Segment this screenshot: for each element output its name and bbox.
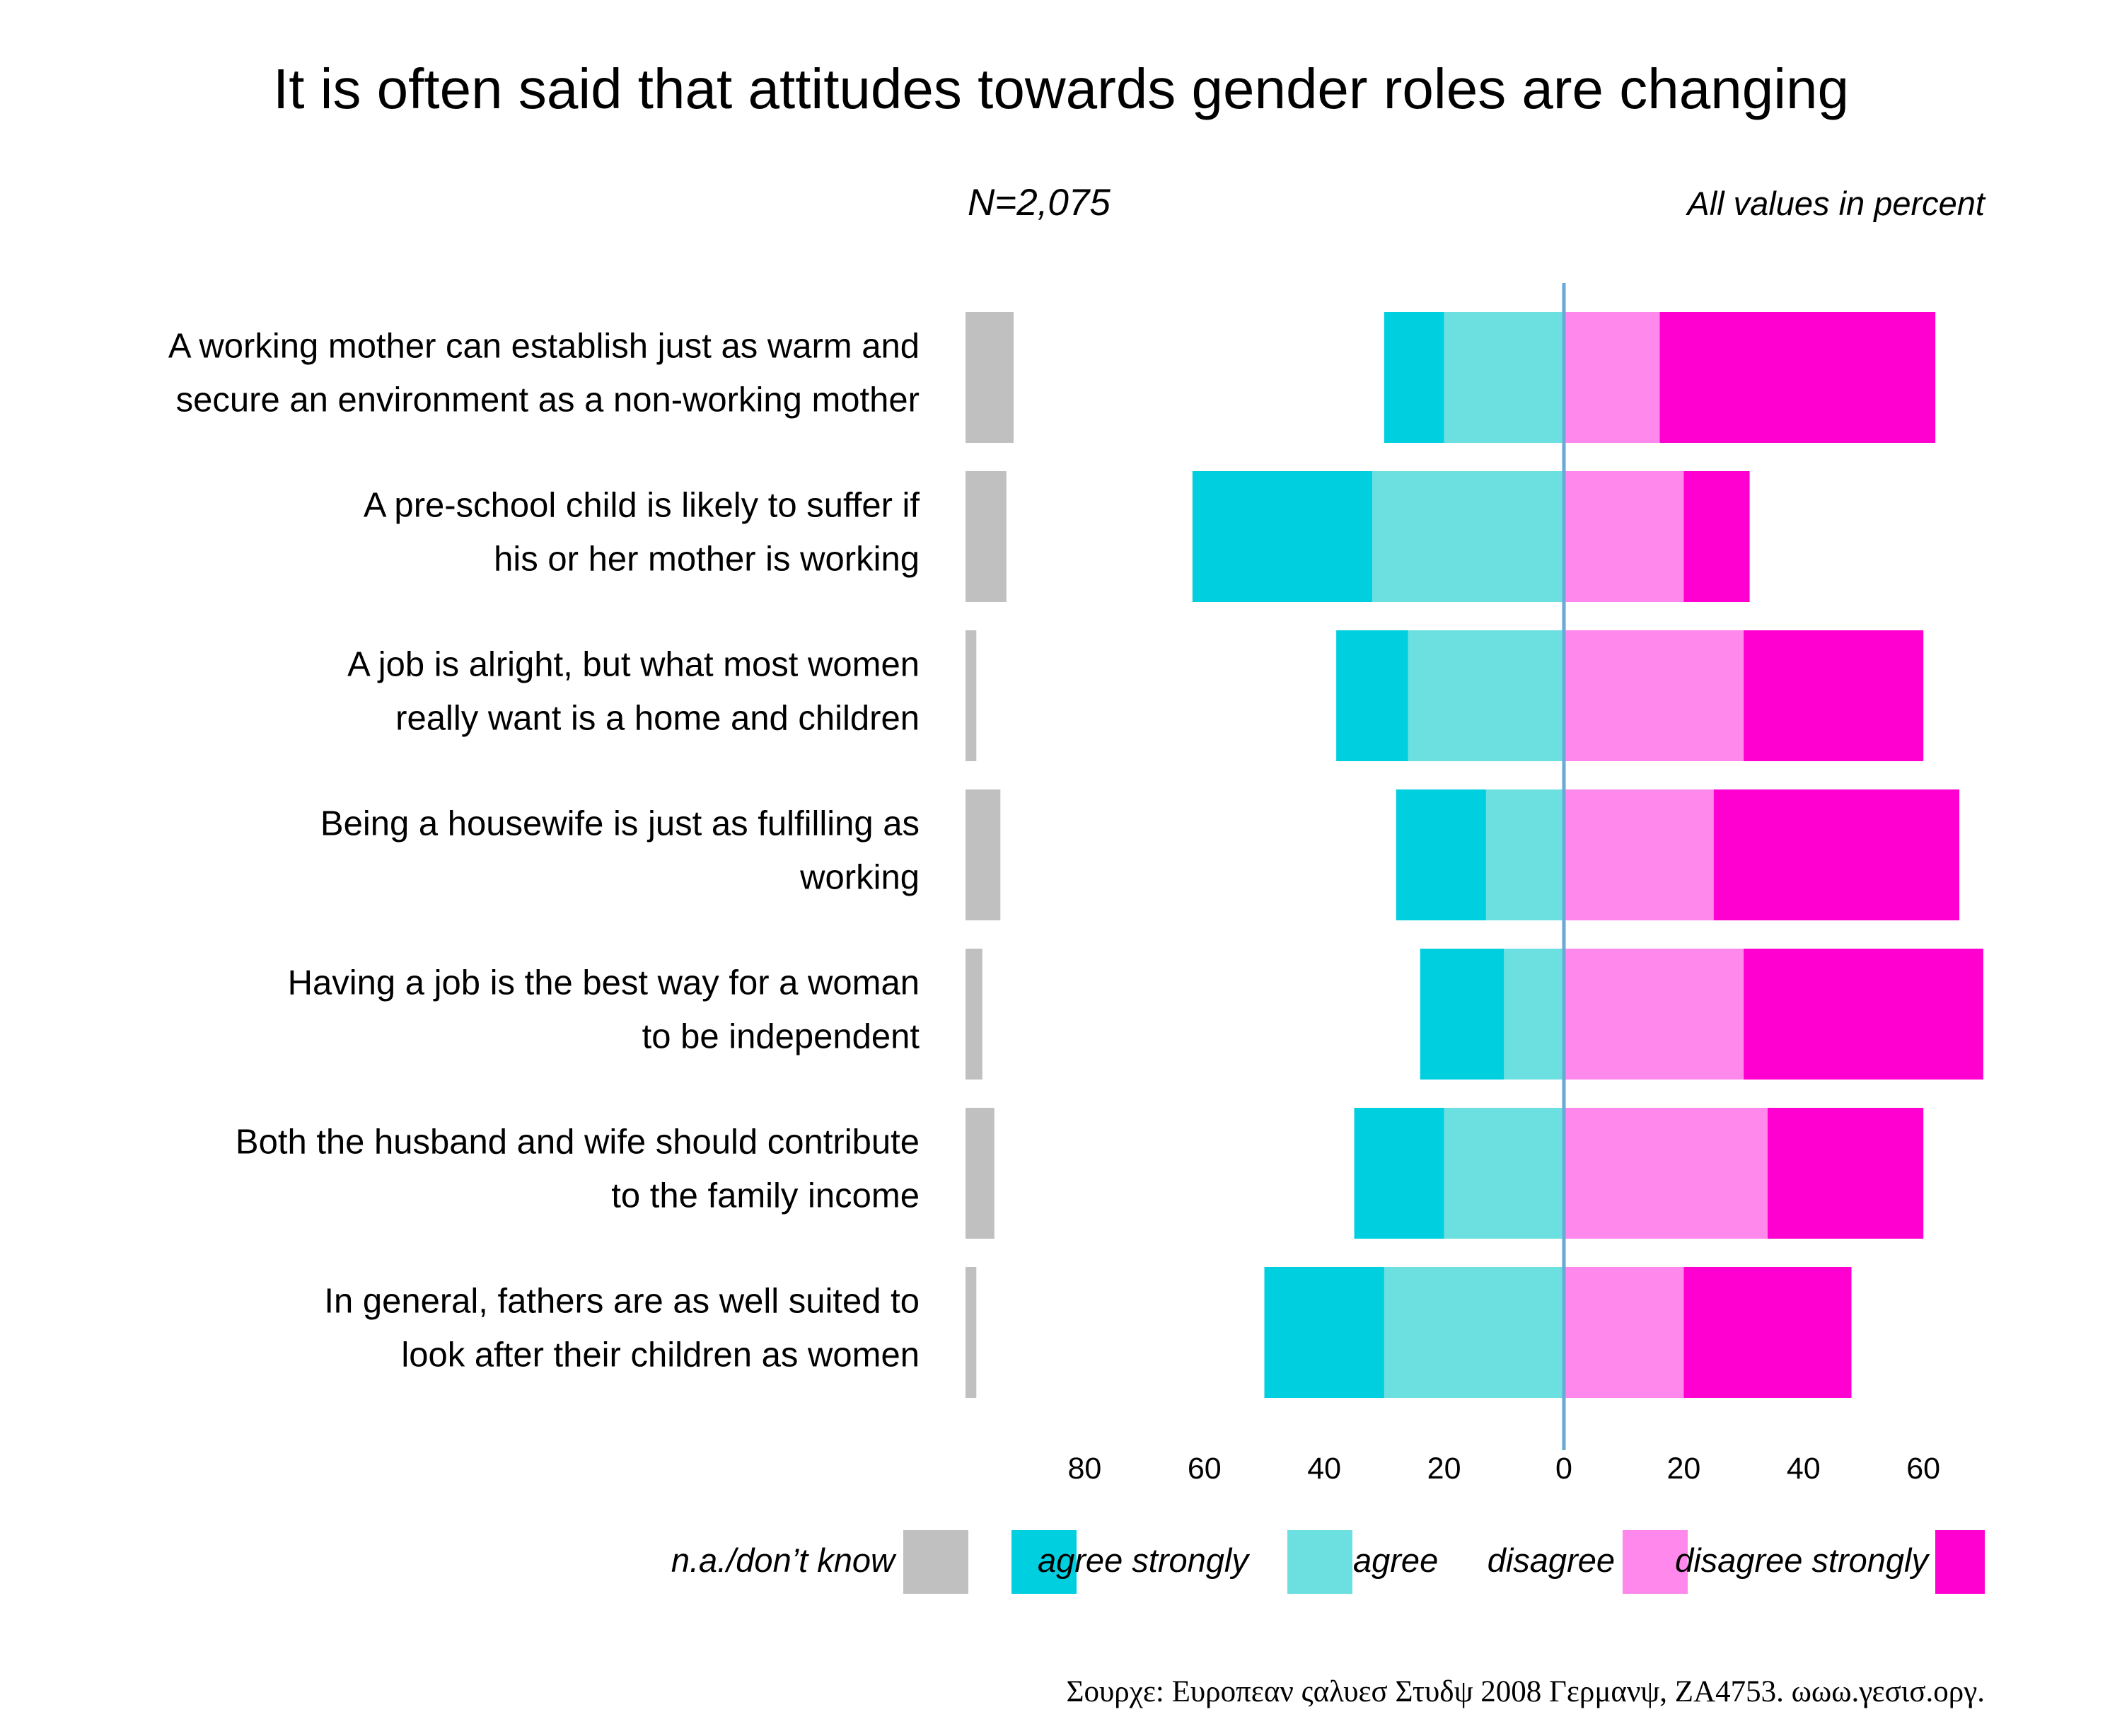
bar-disagree bbox=[1564, 471, 1684, 602]
bar-agree-strongly bbox=[1420, 949, 1504, 1080]
bar-disagree bbox=[1564, 1108, 1768, 1239]
x-tick-label: 40 bbox=[1787, 1452, 1821, 1486]
bar-na bbox=[966, 312, 1014, 443]
legend: n.a./don’t know agree strongly agree disagr… bbox=[671, 1530, 1985, 1594]
bar-disagree bbox=[1564, 789, 1714, 920]
bar-disagree bbox=[1564, 949, 1744, 1080]
bar-disagree bbox=[1564, 312, 1660, 443]
x-tick-label: 40 bbox=[1307, 1452, 1341, 1486]
category-label: A working mother can establish just as w… bbox=[168, 328, 920, 366]
legend-swatch bbox=[1623, 1530, 1688, 1594]
bar-disagree-strongly bbox=[1683, 1267, 1852, 1398]
category-label: secure an environment as a non-working m… bbox=[176, 381, 920, 419]
bar-na bbox=[966, 630, 977, 761]
bar-agree bbox=[1444, 312, 1564, 443]
bar-agree bbox=[1504, 949, 1564, 1080]
x-tick-label: 0 bbox=[1555, 1452, 1572, 1486]
bar-disagree-strongly bbox=[1683, 471, 1750, 602]
na-bars bbox=[966, 312, 1014, 1398]
legend-swatch bbox=[903, 1530, 968, 1594]
bar-agree bbox=[1408, 630, 1564, 761]
legend-swatch bbox=[1287, 1530, 1352, 1594]
bar-disagree-strongly bbox=[1767, 1108, 1924, 1239]
x-tick-label: 20 bbox=[1666, 1452, 1700, 1486]
category-label: to be independent bbox=[642, 1018, 920, 1056]
bar-agree-strongly bbox=[1336, 630, 1408, 761]
bar-agree bbox=[1444, 1108, 1564, 1239]
bar-disagree-strongly bbox=[1744, 949, 1983, 1080]
bar-disagree-strongly bbox=[1744, 630, 1924, 761]
x-axis-ticks: 80 60 40 20 0 20 40 60 bbox=[1067, 1452, 1940, 1486]
category-label: Being a housewife is just as fulfilling … bbox=[320, 805, 920, 843]
legend-label: agree strongly bbox=[1038, 1541, 1250, 1579]
bar-disagree-strongly bbox=[1659, 312, 1936, 443]
category-label: A job is alright, but what most women bbox=[347, 646, 920, 684]
bar-agree-strongly bbox=[1192, 471, 1372, 602]
legend-swatch bbox=[1011, 1530, 1077, 1594]
category-label: to the family income bbox=[611, 1177, 920, 1215]
category-label: really want is a home and children bbox=[395, 700, 920, 738]
stacked-bars bbox=[1192, 312, 1983, 1398]
sample-size-note: N=2,075 bbox=[968, 182, 1111, 224]
x-tick-label: 20 bbox=[1427, 1452, 1461, 1486]
chart-title: It is often said that attitudes towards … bbox=[273, 57, 1849, 120]
category-label: In general, fathers are as well suited t… bbox=[324, 1283, 920, 1321]
bar-agree bbox=[1485, 789, 1564, 920]
bar-agree-strongly bbox=[1264, 1267, 1384, 1398]
category-label: Both the husband and wife should contrib… bbox=[236, 1123, 920, 1162]
category-label: A pre-school child is likely to suffer i… bbox=[364, 487, 920, 525]
bar-na bbox=[966, 471, 1007, 602]
bar-disagree bbox=[1564, 630, 1744, 761]
category-label: his or her mother is working bbox=[494, 540, 920, 579]
legend-label: disagree bbox=[1488, 1541, 1615, 1579]
x-tick-label: 60 bbox=[1188, 1452, 1222, 1486]
bar-disagree bbox=[1564, 1267, 1684, 1398]
category-label: look after their children as women bbox=[401, 1336, 920, 1375]
units-note: All values in percent bbox=[1685, 185, 1986, 222]
x-tick-label: 60 bbox=[1906, 1452, 1940, 1486]
x-tick-label: 80 bbox=[1067, 1452, 1101, 1486]
legend-label: n.a./don’t know bbox=[671, 1541, 897, 1579]
bar-agree-strongly bbox=[1384, 312, 1444, 443]
bar-na bbox=[966, 1267, 977, 1398]
bar-agree-strongly bbox=[1354, 1108, 1444, 1239]
bar-na bbox=[966, 949, 982, 1080]
bar-agree bbox=[1372, 471, 1564, 602]
category-label: Having a job is the best way for a woman bbox=[288, 964, 920, 1002]
legend-swatch bbox=[1935, 1530, 1985, 1594]
bar-disagree-strongly bbox=[1713, 789, 1960, 920]
category-labels: A working mother can establish just as w… bbox=[168, 328, 920, 1375]
bar-agree-strongly bbox=[1396, 789, 1486, 920]
legend-label: agree bbox=[1353, 1541, 1438, 1579]
bar-na bbox=[966, 789, 1001, 920]
bar-agree bbox=[1384, 1267, 1564, 1398]
source-note: Σουρχε: Ευροπεαν ςαλυεσ Στυδψ 2008 Γερμα… bbox=[1066, 1675, 1985, 1708]
bar-na bbox=[966, 1108, 995, 1239]
category-label: working bbox=[799, 859, 920, 897]
legend-label: disagree strongly bbox=[1675, 1541, 1930, 1579]
